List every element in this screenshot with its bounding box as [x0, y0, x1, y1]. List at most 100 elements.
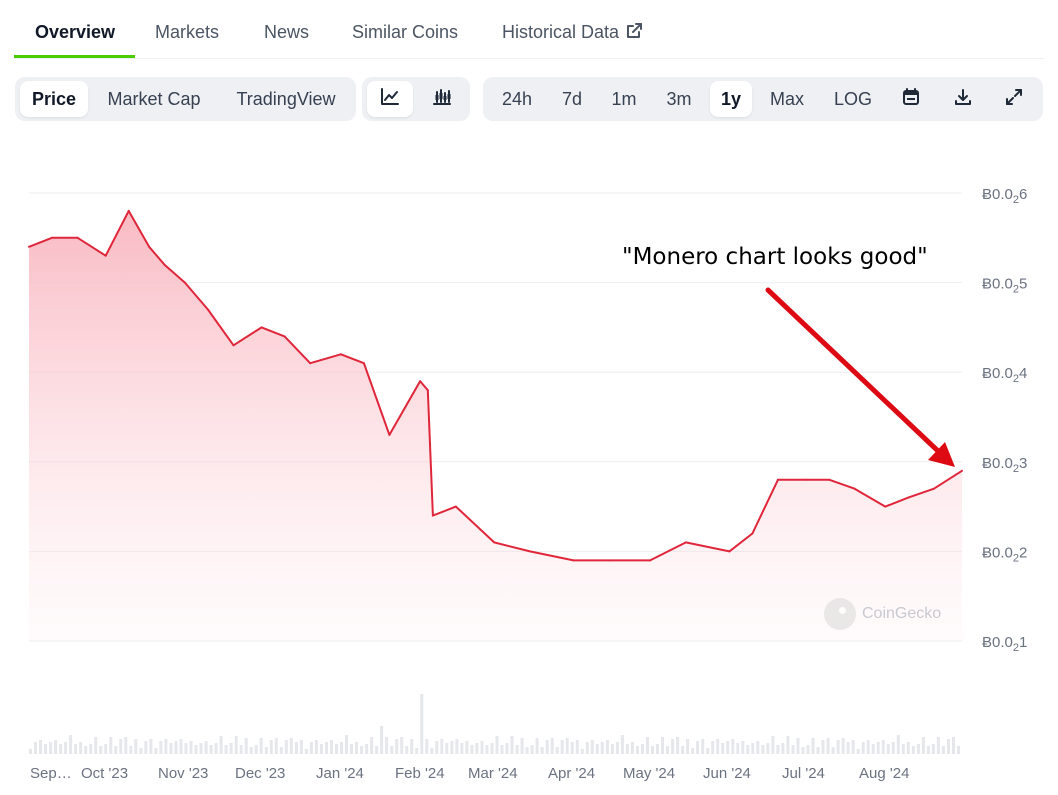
volume-bar	[415, 748, 419, 754]
x-tick-label: Jan '24	[316, 765, 364, 782]
volume-bar	[836, 740, 840, 754]
price-point	[649, 559, 652, 562]
download-button[interactable]	[941, 81, 985, 117]
volume-bar	[39, 740, 42, 754]
volume-bar	[615, 742, 619, 754]
volume-bar	[435, 741, 439, 754]
range-1m-button[interactable]: 1m	[611, 89, 637, 109]
volume-bar	[816, 747, 820, 754]
price-point	[493, 541, 496, 544]
x-tick-label: Sep…	[30, 765, 72, 782]
volume-bar	[520, 738, 524, 754]
volume-bar	[630, 742, 634, 754]
volume-bar	[390, 746, 394, 754]
volume-bar	[505, 743, 509, 754]
x-tick-label: May '24	[623, 765, 675, 782]
volume-bar	[89, 744, 93, 754]
volume-bar	[866, 740, 870, 754]
log-scale-button[interactable]: LOG	[833, 89, 872, 109]
volume-bar	[656, 744, 659, 754]
volume-bar	[465, 741, 469, 754]
volume-bar	[756, 741, 760, 754]
volume-bar	[947, 739, 950, 754]
volume-bar	[325, 742, 328, 754]
volume-bar	[189, 741, 193, 754]
x-tick-label: Jun '24	[703, 765, 751, 782]
volume-bar	[139, 748, 143, 754]
range-1y-button[interactable]: 1y	[710, 81, 752, 117]
volume-bar	[314, 740, 318, 754]
tab-overview[interactable]: Overview	[35, 22, 116, 42]
volume-bar	[545, 740, 549, 754]
tab-bar: Overview Markets News Similar Coins Hist…	[14, 0, 1044, 59]
range-24h-button[interactable]: 24h	[501, 89, 533, 109]
tradingview-button[interactable]: TradingView	[236, 89, 336, 109]
volume-bar	[355, 742, 358, 754]
price-point	[232, 344, 235, 347]
volume-bar	[294, 742, 298, 754]
fullscreen-button[interactable]	[992, 81, 1036, 117]
volume-bar	[425, 739, 429, 754]
x-tick-label: Oct '23	[81, 765, 128, 782]
calendar-icon	[902, 87, 920, 111]
calendar-button[interactable]	[889, 81, 933, 117]
price-point	[183, 281, 186, 284]
price-point	[805, 478, 808, 481]
volume-bar	[84, 746, 88, 754]
candlestick-button[interactable]	[419, 81, 465, 117]
volume-bar	[741, 741, 745, 754]
annotation-arrow	[765, 287, 955, 467]
volume-bar	[224, 745, 228, 754]
volume-bar	[395, 739, 399, 754]
x-tick-label: Nov '23	[158, 765, 208, 782]
volume-bar	[129, 746, 133, 754]
price-point	[419, 380, 422, 383]
volume-bar	[771, 736, 775, 754]
range-7d-button[interactable]: 7d	[561, 89, 583, 109]
volume-bar	[901, 744, 905, 754]
volume-bar	[159, 741, 163, 754]
volume-bar	[952, 737, 955, 754]
volume-bar	[846, 742, 850, 754]
volume-bar	[445, 743, 449, 754]
line-chart-button[interactable]	[367, 81, 413, 117]
volume-bar	[430, 748, 434, 754]
price-point	[431, 514, 434, 517]
candlestick-icon	[432, 88, 452, 111]
volume-bar	[184, 743, 188, 754]
volume-bar	[164, 739, 168, 754]
tab-historical-data[interactable]: Historical Data	[502, 22, 643, 45]
chart-type-group: Price Market Cap TradingView	[15, 77, 356, 121]
tab-markets[interactable]: Markets	[155, 22, 220, 42]
volume-bar	[99, 746, 103, 754]
volume-bar	[706, 748, 710, 754]
coingecko-logo-icon	[824, 598, 856, 630]
price-point	[454, 505, 457, 508]
volume-bar	[199, 743, 203, 754]
volume-bar	[856, 749, 860, 754]
tab-similar-coins[interactable]: Similar Coins	[352, 22, 459, 42]
volume-bar	[876, 742, 880, 754]
price-button[interactable]: Price	[20, 81, 88, 117]
tab-news[interactable]: News	[264, 22, 310, 42]
volume-bar	[169, 743, 173, 754]
chart-style-group	[362, 77, 470, 121]
volume-bar	[375, 746, 379, 754]
volume-bar	[731, 739, 735, 754]
range-max-button[interactable]: Max	[769, 89, 804, 109]
volume-bar	[801, 747, 805, 754]
volume-bar	[74, 744, 78, 754]
price-point	[283, 335, 286, 338]
volume-bar	[871, 744, 875, 754]
price-point	[853, 487, 856, 490]
volume-bar	[891, 742, 895, 754]
price-chart[interactable]: Ƀ0.026 Ƀ0.025 Ƀ0.024 Ƀ0.023 Ƀ0.022 Ƀ0.021 Sep…	[0, 130, 1058, 790]
volume-bar	[686, 739, 690, 754]
volume-bar	[385, 737, 389, 754]
volume-bar	[274, 738, 278, 754]
x-tick-label: Jul '24	[782, 765, 825, 782]
volume-bar	[831, 747, 835, 754]
range-3m-button[interactable]: 3m	[666, 89, 692, 109]
market-cap-button[interactable]: Market Cap	[107, 89, 201, 109]
volume-bar	[555, 747, 559, 754]
